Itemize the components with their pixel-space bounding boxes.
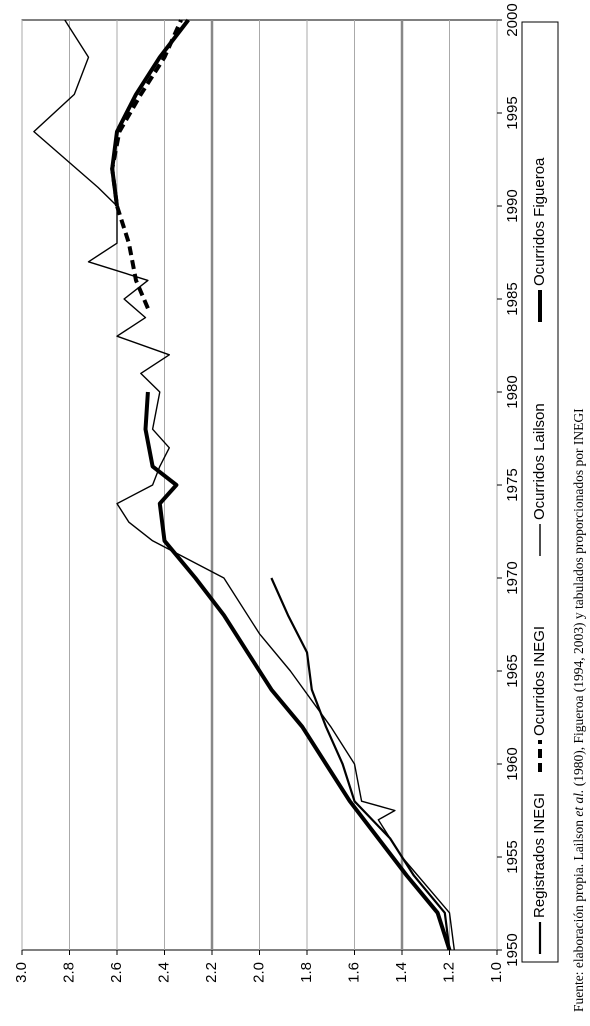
legend-label: Ocurridos Lailson xyxy=(531,403,548,520)
x-tick-label: 1950 xyxy=(504,933,521,966)
source-note: Fuente: elaboración propia. Lailson et a… xyxy=(571,408,586,1012)
source-text: Fuente: elaboración propia. Lailson xyxy=(571,817,586,1012)
x-tick-label: 2000 xyxy=(504,3,521,36)
legend-label: Ocurridos INEGI xyxy=(531,626,548,736)
series-line xyxy=(270,577,451,951)
y-tick-label: 2.2 xyxy=(203,962,220,983)
y-tick-label: 2.4 xyxy=(155,962,172,983)
y-tick-label: 1.6 xyxy=(345,962,362,983)
x-tick-label: 1985 xyxy=(504,282,521,315)
y-tick-label: 1.0 xyxy=(488,962,505,983)
x-tick-label: 1980 xyxy=(504,375,521,408)
legend-label: Ocurridos Figueroa xyxy=(531,157,548,286)
series-line xyxy=(33,19,455,951)
y-tick-label: 1.4 xyxy=(393,962,410,983)
legend-box xyxy=(521,21,559,963)
x-tick-label: 1965 xyxy=(504,654,521,687)
y-tick-label: 1.2 xyxy=(440,962,457,983)
source-text: et al. xyxy=(571,790,586,817)
series-line xyxy=(110,18,452,951)
y-tick-label: 1.8 xyxy=(298,962,315,983)
y-tick-label: 3.0 xyxy=(13,962,30,983)
x-tick-label: 1960 xyxy=(504,747,521,780)
legend-label: Registrados INEGI xyxy=(531,793,548,918)
y-tick-label: 2.6 xyxy=(108,962,125,983)
x-tick-label: 1955 xyxy=(504,840,521,873)
source-text: (1980), Figueroa (1994, 2003) y tabulado… xyxy=(571,408,586,790)
y-tick-label: 2.0 xyxy=(250,962,267,983)
series-line xyxy=(110,19,183,310)
x-tick-label: 1975 xyxy=(504,468,521,501)
x-tick-label: 1990 xyxy=(504,189,521,222)
y-tick-label: 2.8 xyxy=(60,962,77,983)
x-tick-label: 1995 xyxy=(504,96,521,129)
x-tick-label: 1970 xyxy=(504,561,521,594)
